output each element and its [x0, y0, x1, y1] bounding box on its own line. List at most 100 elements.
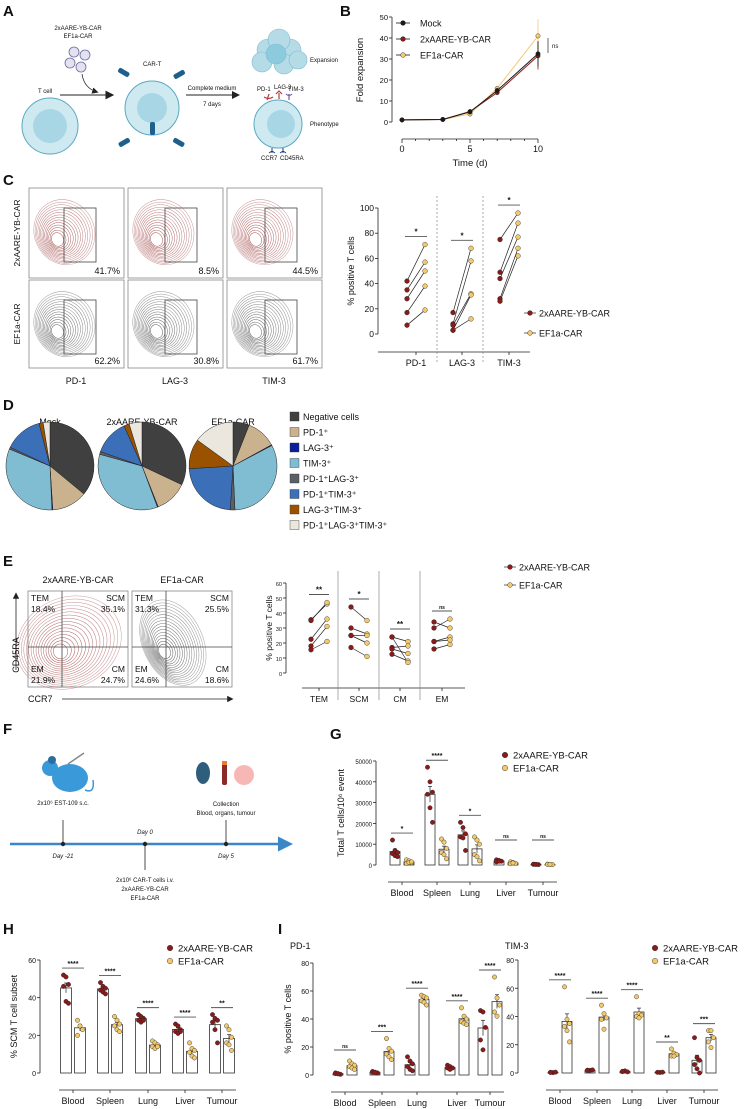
y-tick-label: 20	[28, 1033, 36, 1040]
data-point	[405, 659, 411, 666]
legend-label: EF1a-CAR	[420, 51, 464, 61]
data-point	[389, 1048, 394, 1054]
significance-label: ***	[378, 1025, 386, 1032]
contour-line	[136, 207, 187, 261]
data-point	[497, 275, 503, 282]
data-point	[625, 1069, 630, 1075]
data-point	[567, 1039, 572, 1045]
x-tick-label: Blood	[333, 1098, 356, 1108]
data-point	[75, 1017, 80, 1023]
bar	[135, 1018, 147, 1074]
data-point	[458, 819, 463, 825]
data-point	[444, 845, 449, 851]
data-point	[422, 307, 428, 313]
significance-label: ****	[143, 1001, 154, 1008]
contour-line	[135, 204, 190, 263]
data-point	[460, 835, 466, 841]
pie-slice	[5, 448, 53, 511]
data-point	[441, 839, 447, 845]
contour-line	[48, 637, 76, 664]
data-point	[567, 1021, 572, 1026]
significance-label: *	[469, 808, 472, 815]
quadrant-name: CM	[216, 664, 229, 674]
legend-marker	[527, 330, 533, 336]
y-tick-label: 0	[369, 864, 373, 870]
data-point	[692, 1062, 697, 1067]
data-point	[424, 1002, 429, 1008]
contour-line	[47, 316, 72, 343]
chart-b-fold-expansion: 0 10 20 30 40 50 0 5 10 Time (d) Fold expansion Moc…	[355, 13, 558, 169]
y-tick-label: 40	[28, 996, 36, 1003]
contour-line	[51, 324, 64, 339]
legend-swatch	[289, 489, 300, 499]
marker-axis-label: PD-1	[66, 376, 87, 386]
contour-line	[239, 306, 279, 349]
contour-line	[247, 321, 265, 340]
contour-line	[139, 212, 183, 258]
data-point	[604, 1015, 609, 1021]
legend-label: 2xAARE-YB-CAR	[519, 563, 591, 573]
y-tick-label: 0	[369, 329, 374, 339]
pie-slice	[49, 421, 95, 495]
data-point	[515, 234, 521, 240]
contour-line	[140, 214, 180, 257]
y-tick-label: 40	[301, 1017, 309, 1024]
flow-title: 2xAARE-YB-CAR	[42, 575, 114, 585]
data-point	[404, 309, 410, 316]
x-tick-label: 5	[467, 144, 472, 154]
quadrant-percent: 21.9%	[31, 675, 56, 685]
contour-line	[40, 627, 86, 670]
pair-line	[350, 627, 368, 635]
contour-line	[142, 309, 178, 347]
data-point	[308, 647, 314, 653]
timeline-point	[223, 841, 229, 847]
marker-axis-label: LAG-3	[162, 376, 188, 386]
y-axis-title: % positive T cells	[283, 984, 293, 1054]
contour-line	[36, 296, 91, 355]
significance-label: *	[460, 231, 464, 240]
legend-label: PD-1⁺	[303, 428, 329, 438]
data-point	[496, 858, 502, 864]
pair-line	[499, 255, 519, 302]
pair-line	[350, 635, 368, 644]
legend-marker	[652, 958, 659, 965]
bar	[633, 1011, 645, 1074]
significance-label: ****	[627, 983, 638, 990]
quadrant-percent: 25.5%	[205, 604, 230, 614]
collection-sub-label: Blood, organs, tumour	[196, 811, 255, 817]
data-point	[468, 245, 474, 251]
data-point	[431, 646, 437, 652]
pair-line	[350, 606, 368, 621]
pair-line	[499, 236, 519, 279]
data-point	[425, 791, 430, 797]
data-point	[404, 287, 410, 293]
gate-rect	[164, 207, 198, 263]
y-tick-label: 30000	[355, 802, 372, 808]
y-tick-label: 60	[365, 253, 375, 263]
contour-line	[239, 214, 279, 257]
y-tick-label: 20	[380, 76, 388, 85]
data-point	[450, 309, 456, 316]
virus-icon	[64, 46, 91, 73]
gate-rect	[63, 207, 97, 263]
legend-marker	[400, 20, 406, 26]
row-label: EF1a-CAR	[12, 303, 22, 344]
data-point	[440, 117, 446, 122]
contour-line	[148, 620, 190, 674]
data-point	[515, 253, 521, 259]
data-point	[599, 1016, 604, 1022]
contour-line	[145, 614, 195, 677]
transduction-arrow-icon	[81, 73, 99, 94]
data-point	[562, 1023, 567, 1029]
pair-line	[452, 294, 472, 331]
data-point	[117, 1029, 122, 1034]
data-point	[210, 1012, 215, 1018]
significance-label: ****	[180, 1010, 191, 1017]
legend-label: 2xAARE-YB-CAR	[663, 944, 738, 955]
contour-line	[137, 301, 185, 352]
data-point	[324, 599, 330, 606]
legend-label: LAG-3⁺	[303, 443, 334, 453]
data-point	[441, 852, 447, 857]
y-tick-label: 20	[276, 642, 282, 648]
